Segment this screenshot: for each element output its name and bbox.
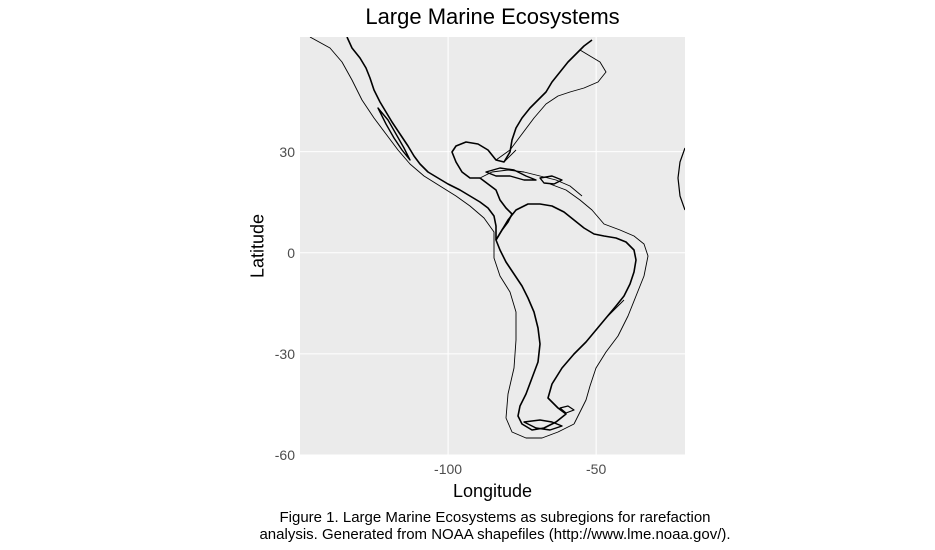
figure-caption: Figure 1. Large Marine Ecosystems as sub…	[230, 509, 760, 543]
x-tick-label-0: -100	[434, 461, 463, 477]
south-america-coastline	[495, 203, 637, 431]
y-axis-title: Latitude	[247, 213, 268, 279]
y-tick-label-0: 30	[279, 143, 295, 160]
y-tick-label-3: -60	[274, 447, 295, 463]
cuba	[485, 167, 537, 181]
shelf-divider-north	[503, 149, 517, 163]
y-tick-label-1: 0	[287, 244, 295, 261]
north-america-coastline	[346, 37, 497, 240]
caption-line-2: analysis. Generated from NOAA shapefiles…	[259, 526, 731, 543]
map-shapes	[309, 37, 685, 439]
north-atlantic-shelf-boundary	[495, 49, 607, 161]
chart-title: Large Marine Ecosystems	[365, 4, 620, 29]
plot-panel	[300, 37, 685, 455]
caption-line-1: Figure 1. Large Marine Ecosystems as sub…	[279, 509, 711, 526]
shelf-divider-south	[605, 299, 625, 319]
caribbean-lme-boundary	[479, 169, 583, 197]
x-tick-label-1: -50	[586, 461, 607, 477]
atlantic-lme-boundary	[549, 183, 649, 425]
falkland-islands	[559, 405, 575, 414]
y-tick-label-2: -30	[274, 345, 295, 362]
hispaniola	[539, 175, 563, 185]
major-gridlines	[300, 37, 685, 456]
x-axis-title: Longitude	[452, 481, 533, 501]
baja-california	[377, 107, 411, 161]
gulf-of-mexico-coast	[451, 39, 593, 179]
tierra-del-fuego	[523, 419, 563, 431]
pacific-lme-boundary	[309, 37, 575, 439]
open-ocean-arc	[677, 147, 685, 211]
